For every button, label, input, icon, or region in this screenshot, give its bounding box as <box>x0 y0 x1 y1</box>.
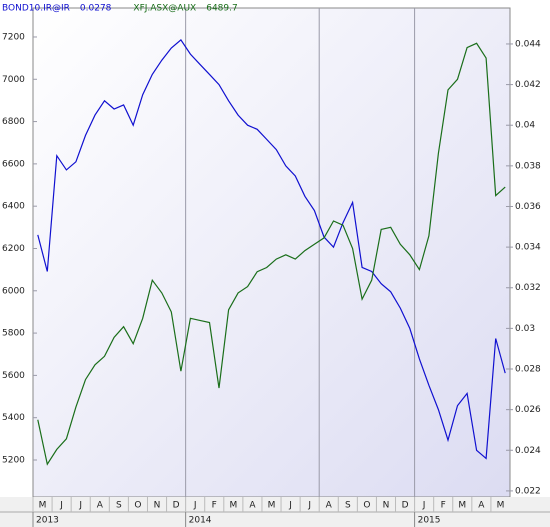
x-tick-label: J <box>78 501 82 511</box>
x-tick-label: M <box>497 501 505 511</box>
x-tick-label: S <box>345 501 351 511</box>
y-tick-label: 6800 <box>2 117 25 127</box>
x-tick-label: N <box>154 501 161 511</box>
x-tick-label: A <box>326 501 333 511</box>
x-tick-label: J <box>307 501 311 511</box>
y-tick-label: 6000 <box>2 286 25 296</box>
y-tick-label: 5200 <box>2 455 25 465</box>
y2-tick-label: 0.026 <box>515 405 541 415</box>
series-line <box>37 42 506 466</box>
x-tick-label: F <box>441 501 446 511</box>
x-tick-label: M <box>458 501 466 511</box>
x-tick-label: N <box>383 501 390 511</box>
year-label: 2014 <box>189 516 212 526</box>
y-tick-label: 5400 <box>2 413 25 423</box>
x-tick-label: D <box>173 501 180 511</box>
year-label: 2015 <box>418 516 441 526</box>
y2-tick-label: 0.024 <box>515 446 541 456</box>
series-line <box>37 39 506 460</box>
y2-tick-label: 0.042 <box>515 80 541 90</box>
plot-area <box>32 7 511 498</box>
year-label: 2013 <box>36 516 59 526</box>
y-tick-label: 6200 <box>2 244 25 254</box>
y-tick-label: 6400 <box>2 202 25 212</box>
legend-last-value: 0.0278 <box>80 4 112 14</box>
x-tick-label: A <box>249 501 256 511</box>
x-tick-label: J <box>288 501 292 511</box>
y-tick-label: 7000 <box>2 75 25 85</box>
y2-tick-label: 0.044 <box>515 39 541 49</box>
y2-tick-label: 0.038 <box>515 161 541 171</box>
y2-tick-label: 0.032 <box>515 283 541 293</box>
legend-last-value: 6489.7 <box>206 4 238 14</box>
x-tick-label: O <box>363 501 370 511</box>
y2-tick-label: 0.028 <box>515 365 541 375</box>
x-tick-label: A <box>478 501 485 511</box>
x-tick-label: J <box>193 501 197 511</box>
y2-tick-label: 0.036 <box>515 202 541 212</box>
x-tick-label: D <box>402 501 409 511</box>
legend-name: BOND10.IR@IR <box>2 4 70 14</box>
legend-name: XFJ.ASX@AUX <box>133 4 196 14</box>
y2-tick-label: 0.022 <box>515 486 541 496</box>
x-tick-label: S <box>116 501 122 511</box>
y-tick-label: 7200 <box>2 32 25 42</box>
x-tick-label: M <box>229 501 237 511</box>
y2-tick-label: 0.04 <box>515 121 535 131</box>
y-tick-label: 5600 <box>2 371 25 381</box>
x-tick-label: O <box>134 501 141 511</box>
y-tick-label: 5800 <box>2 329 25 339</box>
x-tick-label: M <box>268 501 276 511</box>
x-tick-label: M <box>39 501 47 511</box>
y2-tick-label: 0.034 <box>515 243 541 253</box>
x-tick-label: J <box>422 501 426 511</box>
y2-tick-label: 0.03 <box>515 324 535 334</box>
x-tick-label: J <box>59 501 63 511</box>
y-tick-label: 6600 <box>2 159 25 169</box>
x-tick-label: A <box>97 501 104 511</box>
x-tick-label: F <box>212 501 217 511</box>
